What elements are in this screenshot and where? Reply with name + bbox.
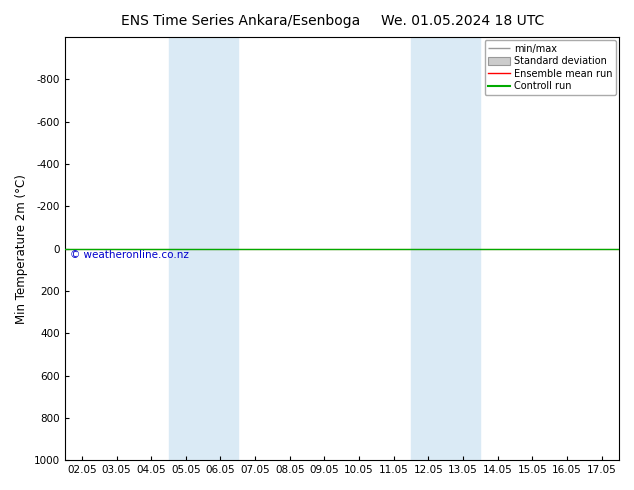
Legend: min/max, Standard deviation, Ensemble mean run, Controll run: min/max, Standard deviation, Ensemble me… — [484, 40, 616, 95]
Text: © weatheronline.co.nz: © weatheronline.co.nz — [70, 250, 189, 260]
Bar — [169, 37, 238, 460]
Text: ENS Time Series Ankara/Esenboga: ENS Time Series Ankara/Esenboga — [121, 14, 361, 28]
Y-axis label: Min Temperature 2m (°C): Min Temperature 2m (°C) — [15, 173, 28, 323]
Bar — [411, 37, 481, 460]
Text: We. 01.05.2024 18 UTC: We. 01.05.2024 18 UTC — [381, 14, 545, 28]
